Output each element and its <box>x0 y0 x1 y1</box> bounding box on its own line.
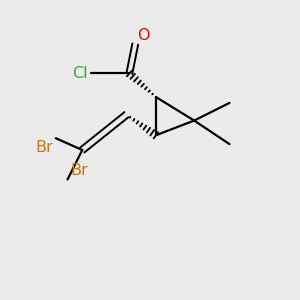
Text: Cl: Cl <box>73 66 88 81</box>
Text: Br: Br <box>70 163 88 178</box>
Text: Br: Br <box>35 140 53 155</box>
Text: O: O <box>137 28 149 43</box>
